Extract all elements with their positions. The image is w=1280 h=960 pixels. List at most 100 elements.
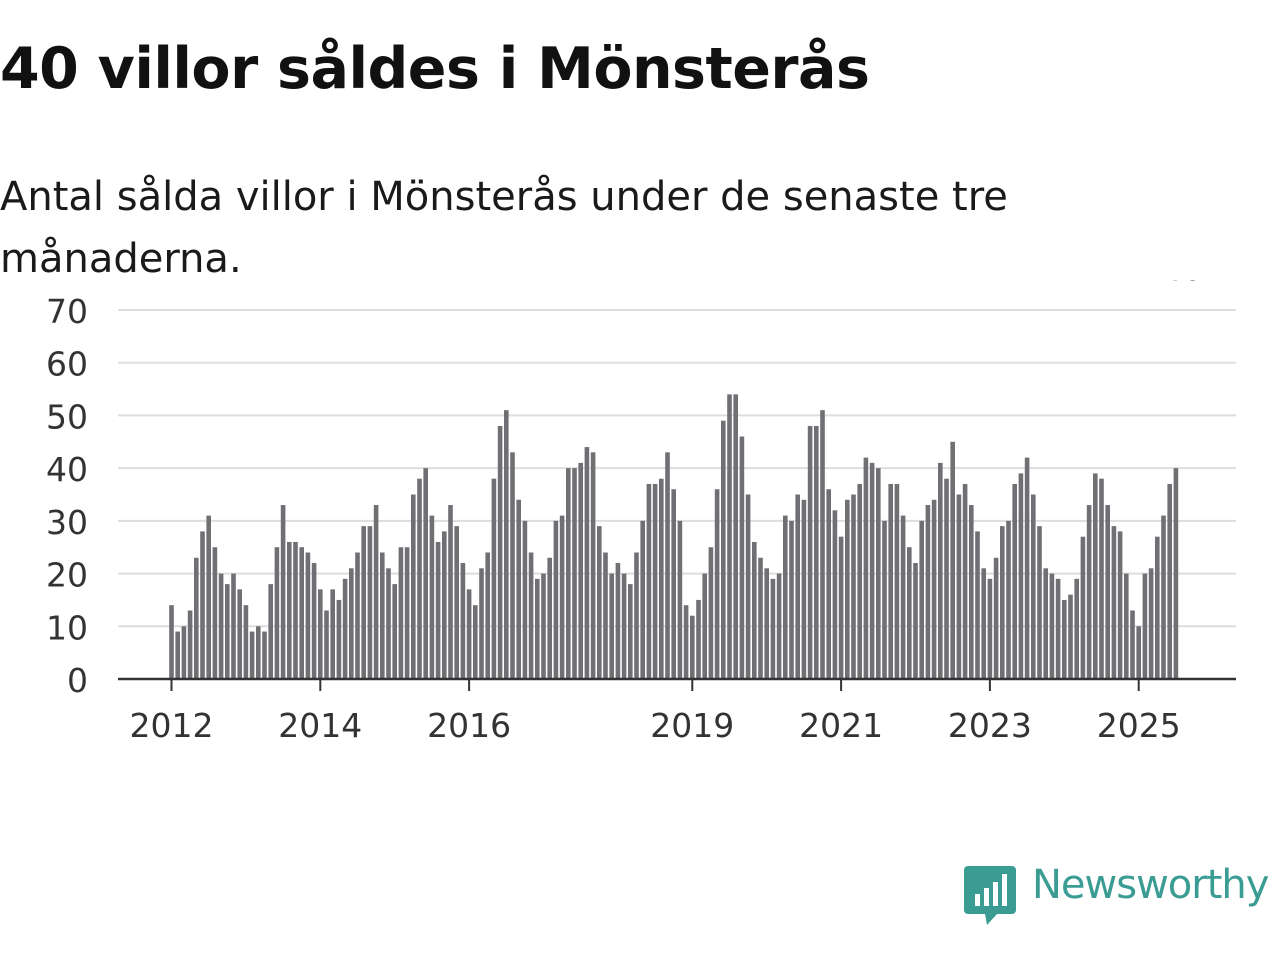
newsworthy-logo-icon xyxy=(964,866,1016,925)
bar xyxy=(913,563,918,679)
chart-subtitle: Antal sålda villor i Mönsterås under de … xyxy=(0,174,1008,282)
bar xyxy=(311,563,317,679)
y-tick-label: 60 xyxy=(46,345,88,384)
bar xyxy=(256,626,261,679)
bar xyxy=(491,478,497,679)
bar xyxy=(1161,515,1166,679)
bar xyxy=(888,483,893,679)
bar xyxy=(615,563,621,679)
bar xyxy=(336,599,342,679)
bar xyxy=(225,584,230,679)
bar xyxy=(1049,573,1055,679)
bar xyxy=(745,494,751,679)
bar xyxy=(318,589,323,679)
bar xyxy=(293,541,298,679)
bar xyxy=(1086,505,1092,679)
bar xyxy=(770,578,776,679)
bar xyxy=(448,505,453,679)
bar xyxy=(801,499,807,679)
bar xyxy=(541,573,546,679)
bar xyxy=(200,531,205,679)
bar xyxy=(547,557,552,679)
bar xyxy=(776,573,782,679)
bar xyxy=(175,631,180,679)
bar xyxy=(981,568,986,679)
bar xyxy=(417,478,422,679)
bar xyxy=(696,599,701,679)
bar xyxy=(807,425,813,679)
bar xyxy=(752,541,757,679)
bar xyxy=(206,515,211,679)
bar xyxy=(466,589,472,679)
bar xyxy=(522,520,528,679)
bar xyxy=(349,568,354,679)
bar xyxy=(442,531,447,679)
bar xyxy=(882,520,887,679)
bar xyxy=(584,447,590,679)
bar xyxy=(1099,478,1104,679)
bar xyxy=(857,483,862,679)
bar xyxy=(1142,573,1148,679)
bar xyxy=(708,547,714,679)
bar xyxy=(528,552,534,679)
bar xyxy=(962,483,968,679)
y-tick-label: 30 xyxy=(46,503,88,542)
bar xyxy=(950,441,955,679)
x-tick-label: 2014 xyxy=(278,706,362,745)
bar xyxy=(249,631,255,679)
x-tick-label: 2016 xyxy=(427,706,511,745)
bar xyxy=(1124,573,1129,679)
bar xyxy=(1024,457,1030,679)
bar xyxy=(460,563,466,679)
bar xyxy=(361,526,366,679)
bar xyxy=(398,547,404,679)
bar xyxy=(944,478,949,679)
bar xyxy=(646,483,652,679)
bar xyxy=(894,483,900,679)
bar xyxy=(1093,473,1098,679)
bar xyxy=(764,568,769,679)
bar xyxy=(820,410,825,679)
bar xyxy=(1111,526,1117,679)
chart-title: 40 villor såldes i Mönsterås xyxy=(0,36,870,102)
bar xyxy=(863,457,869,679)
bar xyxy=(411,494,416,679)
bar xyxy=(727,394,732,679)
bar xyxy=(956,494,962,679)
y-tick-label: 70 xyxy=(46,292,88,331)
bar xyxy=(429,515,435,679)
bar xyxy=(1043,568,1048,679)
bar xyxy=(280,505,286,679)
bar xyxy=(305,552,311,679)
bar xyxy=(262,631,267,679)
bar xyxy=(268,584,273,679)
bar xyxy=(510,452,515,679)
bar xyxy=(919,520,924,679)
bar xyxy=(987,578,993,679)
bar xyxy=(659,478,664,679)
bar xyxy=(851,494,856,679)
y-tick-label: 50 xyxy=(46,397,88,436)
bar xyxy=(628,584,633,679)
bar xyxy=(435,541,441,679)
bar xyxy=(572,468,577,679)
bar xyxy=(931,499,937,679)
bar xyxy=(194,557,199,679)
bar xyxy=(677,520,683,679)
bar xyxy=(1055,578,1061,679)
bar xyxy=(690,615,695,679)
bar xyxy=(1006,520,1011,679)
highlight-value-label: 40 xyxy=(1161,280,1203,288)
bar xyxy=(876,468,881,679)
bar xyxy=(925,505,931,679)
bar xyxy=(516,499,521,679)
y-tick-label: 20 xyxy=(46,556,88,595)
bar xyxy=(1105,505,1110,679)
bar xyxy=(504,410,509,679)
bar xyxy=(714,489,720,679)
bar xyxy=(665,452,670,679)
bar xyxy=(907,547,912,679)
x-tick-label: 2019 xyxy=(650,706,734,745)
bar xyxy=(702,573,707,679)
bar xyxy=(218,573,224,679)
